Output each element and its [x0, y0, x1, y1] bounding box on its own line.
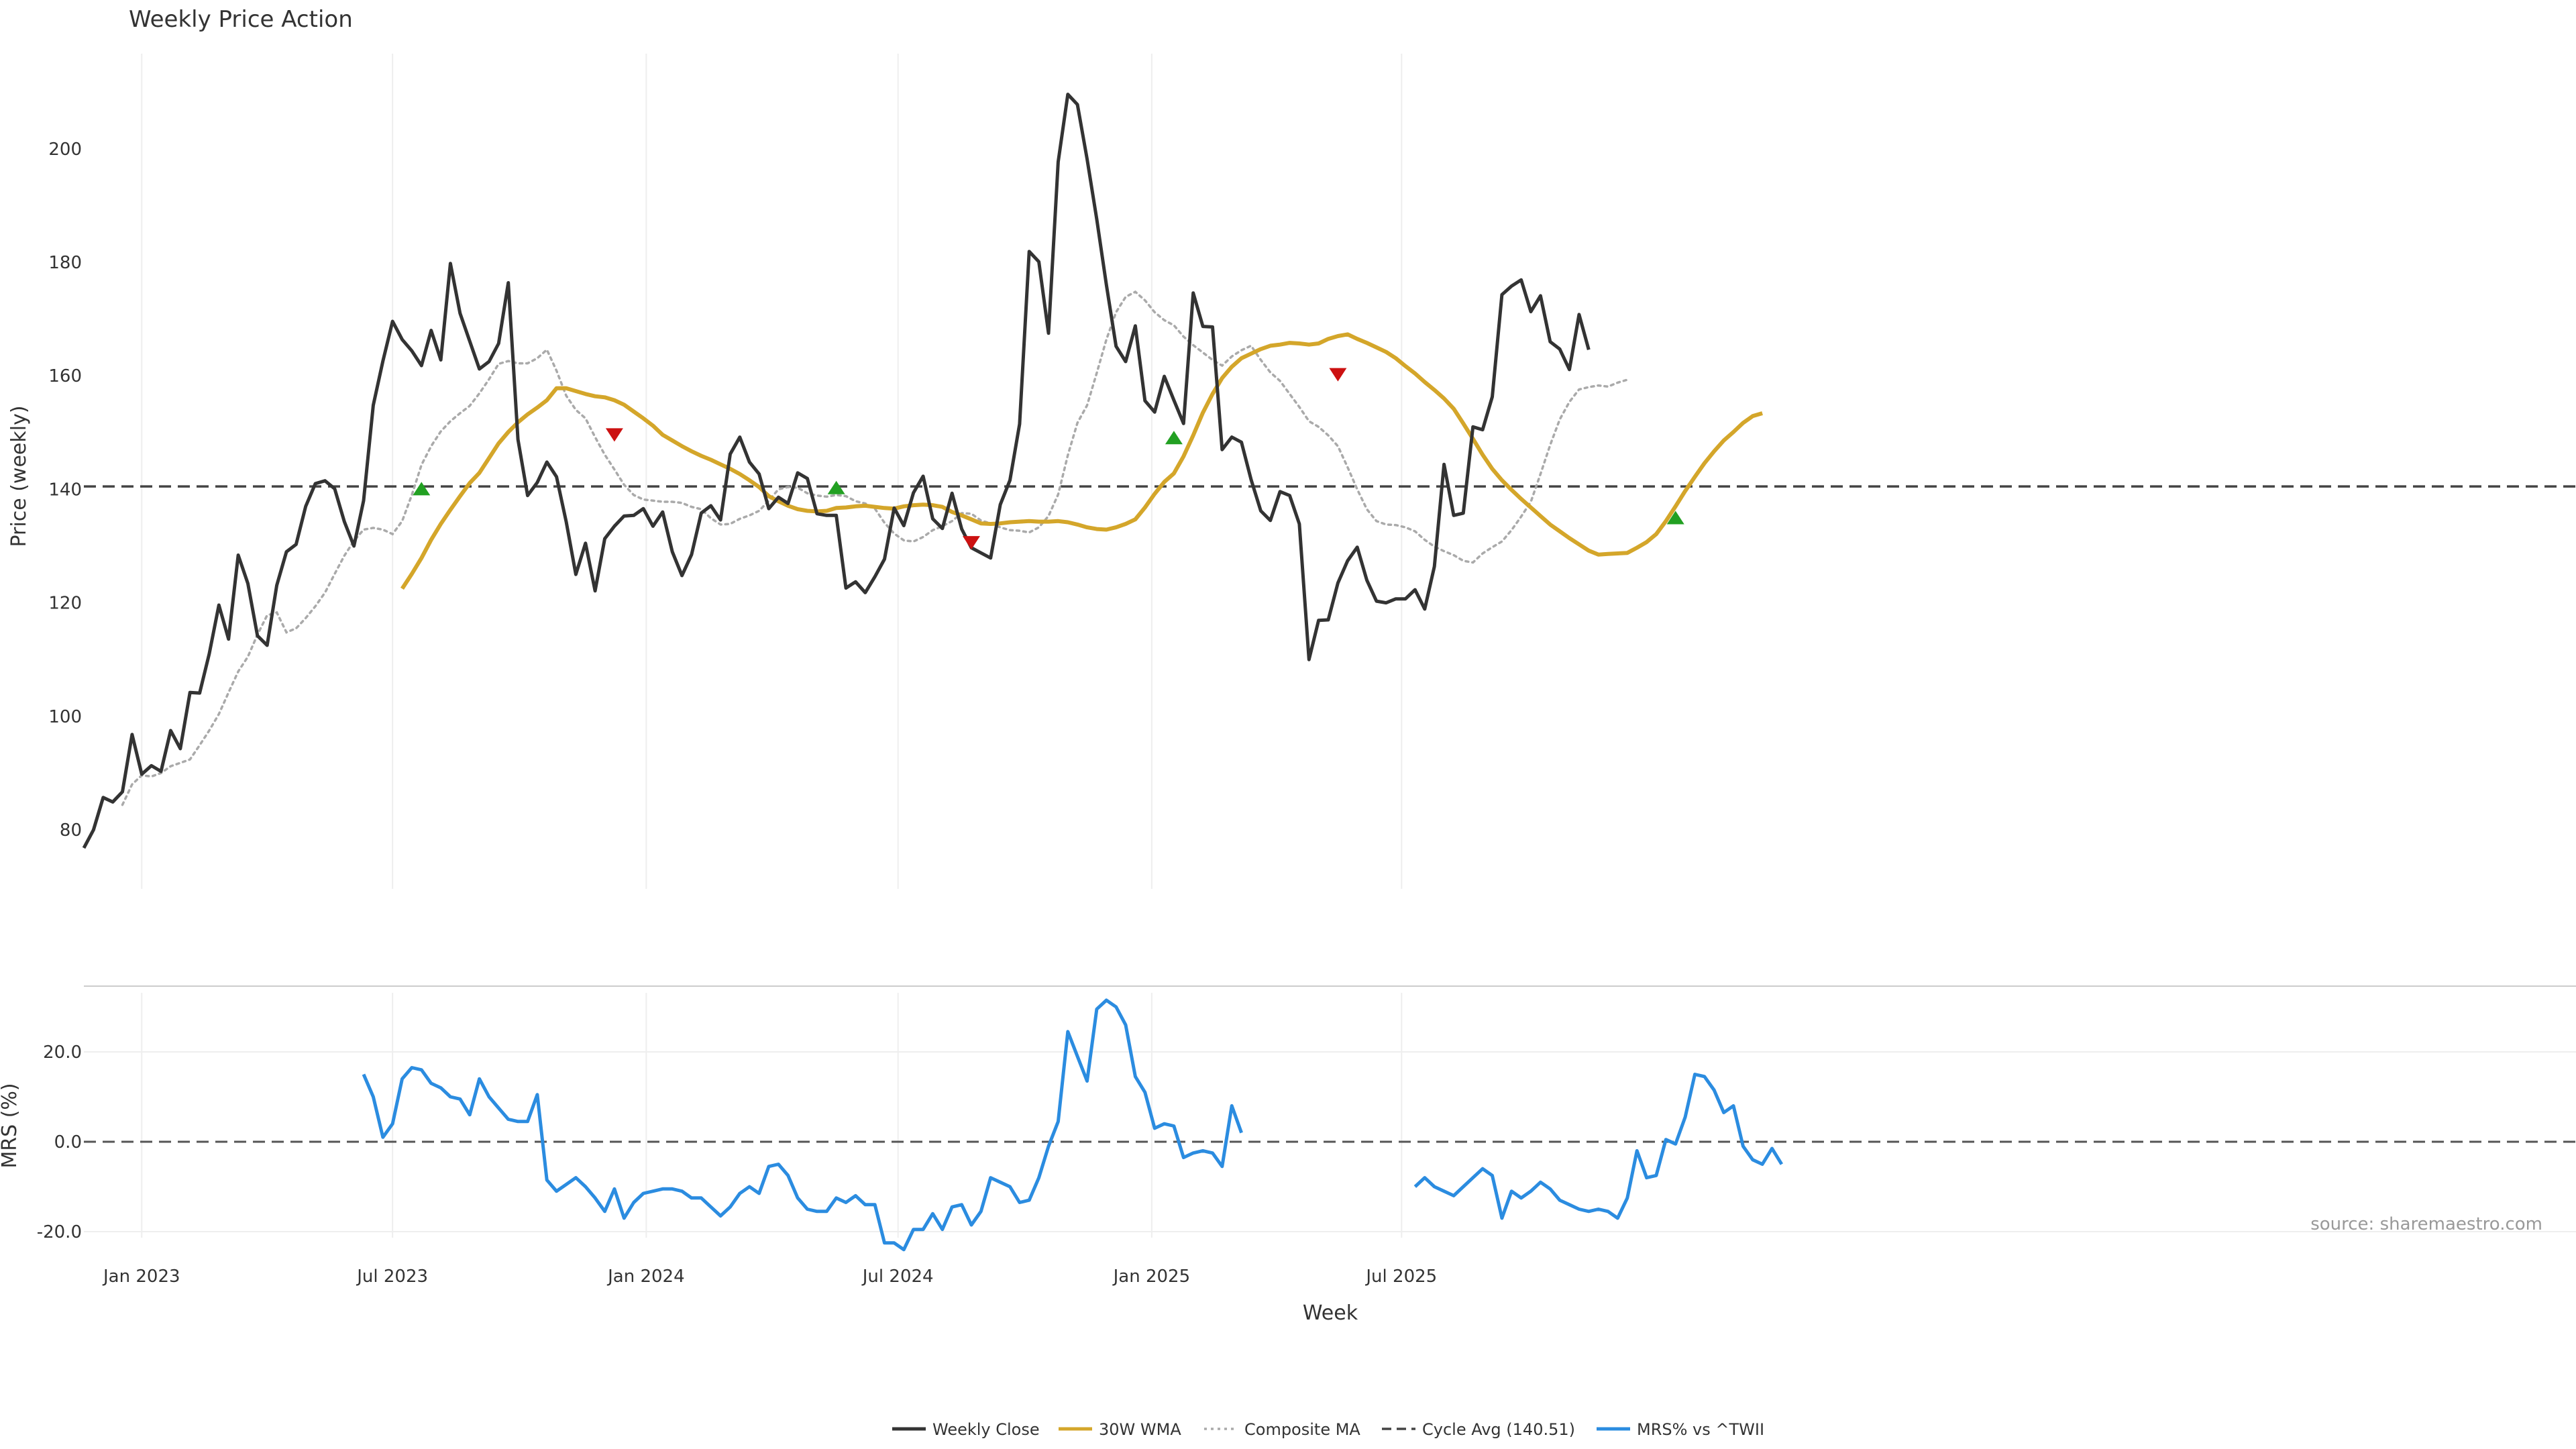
- x-tick-label: Jan 2025: [1112, 1267, 1191, 1287]
- price-y-axis-label: Price (weekly): [7, 405, 31, 547]
- x-axis-label: Week: [1303, 1301, 1358, 1325]
- x-tick-label: Jul 2024: [861, 1267, 934, 1287]
- signal-markers: [413, 368, 1684, 550]
- sell-signal-marker: [605, 428, 623, 442]
- mrs-y-tick-label: -20.0: [37, 1222, 82, 1242]
- price-y-tick-label: 200: [48, 140, 82, 160]
- legend-label: MRS% vs ^TWII: [1637, 1420, 1764, 1439]
- mrs-y-axis-label: MRS (%): [0, 1083, 21, 1168]
- mrs-y-tick-label: 20.0: [43, 1042, 82, 1063]
- legend-label: Cycle Avg (140.51): [1422, 1420, 1575, 1439]
- legend-label: Weekly Close: [932, 1420, 1040, 1439]
- mrs-line: [1413, 1073, 1784, 1220]
- mrs-series: [84, 998, 2576, 1252]
- wma-30-line: [400, 332, 1763, 590]
- price-y-tick-label: 140: [48, 480, 82, 500]
- price-series: [82, 93, 2576, 849]
- price-y-tick-label: 80: [60, 820, 82, 841]
- x-tick-label: Jan 2024: [606, 1267, 685, 1287]
- price-y-tick-label: 180: [48, 253, 82, 273]
- mrs-gridlines: [84, 993, 2576, 1238]
- price-y-tick-label: 100: [48, 707, 82, 727]
- sell-signal-marker: [962, 536, 980, 550]
- x-tick-label: Jul 2025: [1364, 1267, 1437, 1287]
- source-note: source: sharemaestro.com: [2310, 1214, 2542, 1234]
- chart-title: Weekly Price Action: [129, 6, 353, 33]
- price-y-tick-label: 160: [48, 366, 82, 386]
- buy-signal-marker: [827, 480, 845, 494]
- x-tick-label: Jul 2023: [356, 1267, 428, 1287]
- mrs-y-ticks: 20.0 0.0 -20.0: [37, 1042, 82, 1242]
- sell-signal-marker: [1329, 368, 1347, 382]
- mrs-line: [362, 998, 1243, 1252]
- price-y-ticks: 80 100 120 140 160 180 200: [48, 140, 82, 841]
- x-tick-label: Jan 2023: [102, 1267, 180, 1287]
- buy-signal-marker: [413, 482, 431, 496]
- price-gridlines: [141, 54, 1403, 889]
- price-y-tick-label: 120: [48, 594, 82, 614]
- weekly-close-line: [82, 93, 1591, 849]
- buy-signal-marker: [1666, 511, 1684, 525]
- x-tick-labels: Jan 2023 Jul 2023 Jan 2024 Jul 2024 Jan 2025…: [102, 1267, 1437, 1287]
- buy-signal-marker: [1165, 431, 1183, 445]
- legend: Weekly Close 30W WMA Composite MA Cycle Avg…: [892, 1420, 1764, 1439]
- legend-label: Composite MA: [1244, 1420, 1360, 1439]
- mrs-y-tick-label: 0.0: [54, 1132, 82, 1152]
- legend-label: 30W WMA: [1099, 1420, 1181, 1439]
